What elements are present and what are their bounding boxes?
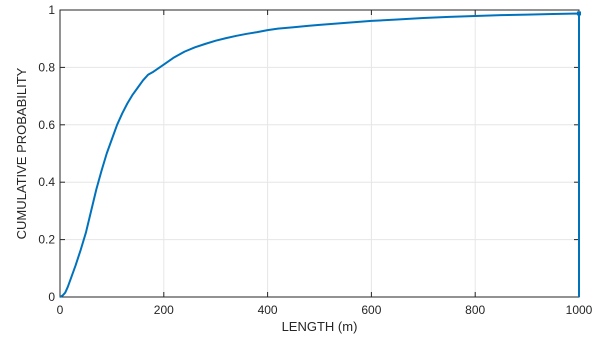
x-tick-label: 400 xyxy=(258,303,278,317)
series-end-marker xyxy=(577,11,581,16)
x-tick-label: 200 xyxy=(154,303,174,317)
x-tick-label: 0 xyxy=(57,303,64,317)
y-tick-label: 1 xyxy=(48,3,55,17)
x-tick-label: 600 xyxy=(361,303,381,317)
series-line xyxy=(59,12,580,298)
grid xyxy=(59,9,580,298)
plot-frame xyxy=(59,9,580,298)
y-axis-label: CUMULATIVE PROBABILITY xyxy=(14,67,29,239)
axis-ticks: 0 200 400 600 800 1000 0 0.2 0.4 0.6 0.8 1 xyxy=(38,3,592,317)
x-axis-label: LENGTH (m) xyxy=(282,319,358,334)
x-tick-label: 800 xyxy=(465,303,485,317)
y-tick-label: 0.4 xyxy=(38,175,55,189)
y-tick-label: 0 xyxy=(48,290,55,304)
y-tick-label: 0.6 xyxy=(38,118,55,132)
y-tick-label: 0.2 xyxy=(38,233,55,247)
x-tick-label: 1000 xyxy=(566,303,593,317)
y-tick-label: 0.8 xyxy=(38,60,55,74)
series-group xyxy=(59,11,581,298)
